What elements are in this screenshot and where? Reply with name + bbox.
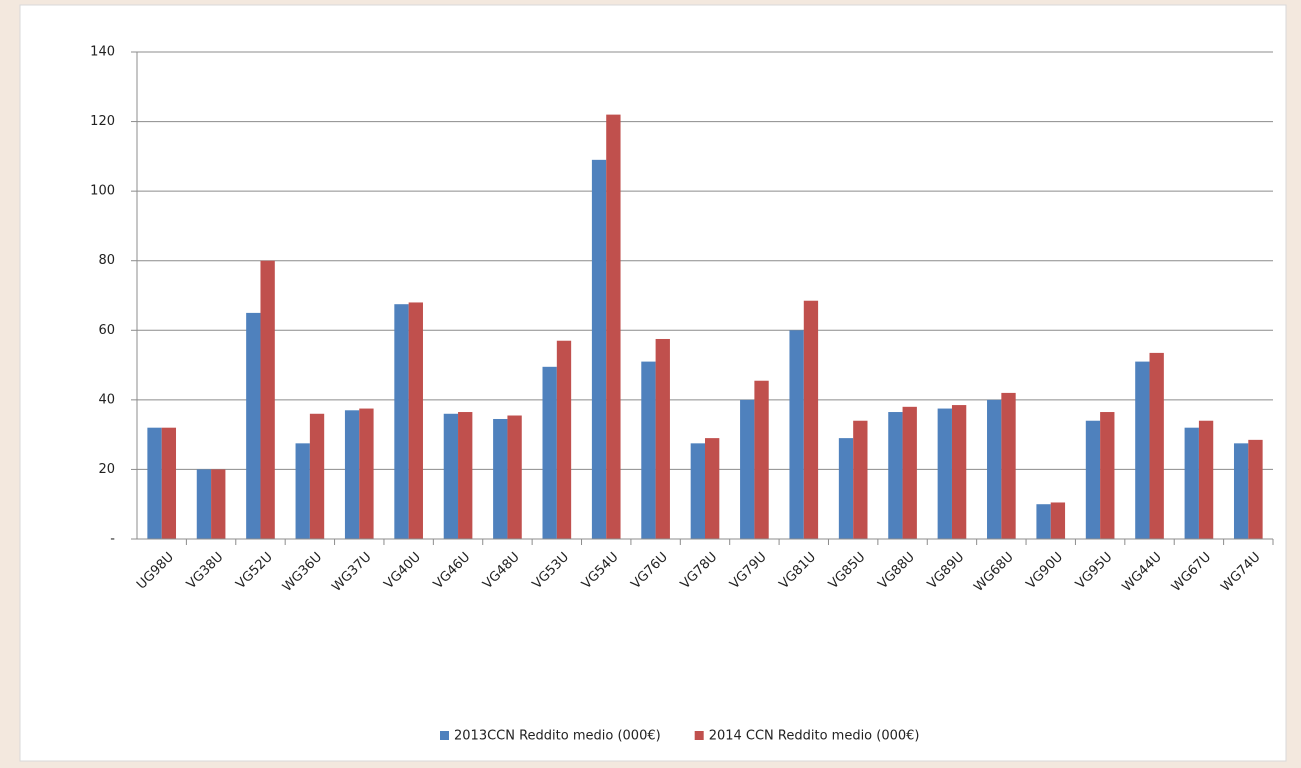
bar xyxy=(458,412,473,539)
bar xyxy=(591,159,607,540)
y-tick-label: - xyxy=(110,532,115,547)
bar xyxy=(408,302,423,539)
bar xyxy=(507,415,522,539)
bar xyxy=(606,114,621,539)
bar xyxy=(1248,439,1263,539)
bar xyxy=(1198,420,1214,539)
bar xyxy=(260,260,275,539)
y-tick-label: 40 xyxy=(98,392,115,407)
bar xyxy=(344,410,360,539)
bar xyxy=(246,312,261,539)
y-tick-label: 80 xyxy=(98,253,115,268)
y-tick-label: 20 xyxy=(98,462,115,477)
bar xyxy=(1184,427,1199,539)
bar xyxy=(902,406,917,539)
bar xyxy=(542,366,557,539)
bar xyxy=(1001,392,1016,539)
bar xyxy=(1135,361,1150,539)
bar xyxy=(951,405,967,539)
bar xyxy=(493,418,508,539)
y-tick-label: 120 xyxy=(90,114,115,129)
bar xyxy=(1100,412,1115,539)
legend-swatch xyxy=(440,731,449,740)
bar xyxy=(754,380,769,539)
legend-label: 2013CCN Reddito medio (000€) xyxy=(454,729,661,744)
bar xyxy=(937,408,952,539)
bar xyxy=(789,330,804,539)
bar xyxy=(987,399,1002,539)
bar xyxy=(740,399,755,539)
y-tick-label: 60 xyxy=(98,323,115,338)
bar xyxy=(1233,443,1249,539)
bar xyxy=(888,412,903,539)
bar xyxy=(161,427,177,539)
bar xyxy=(556,340,572,539)
legend-swatch xyxy=(694,731,704,740)
y-tick-label: 100 xyxy=(90,184,115,199)
bar xyxy=(211,469,226,539)
bar xyxy=(1085,420,1101,539)
bar xyxy=(838,438,854,539)
bar xyxy=(853,420,868,539)
bar xyxy=(147,427,162,539)
bar xyxy=(1149,352,1164,539)
bar xyxy=(443,413,459,539)
bar xyxy=(196,469,212,539)
bar xyxy=(655,338,670,539)
bar xyxy=(641,361,656,539)
bar xyxy=(394,304,409,539)
bar xyxy=(359,408,374,539)
bar xyxy=(295,443,310,539)
legend-label: 2014 CCN Reddito medio (000€) xyxy=(709,729,920,744)
bar xyxy=(1036,504,1051,539)
bar xyxy=(309,413,325,539)
bar xyxy=(803,300,819,539)
bar xyxy=(705,438,720,539)
bar xyxy=(1050,502,1066,539)
bar xyxy=(690,443,705,539)
y-tick-label: 140 xyxy=(90,45,115,60)
